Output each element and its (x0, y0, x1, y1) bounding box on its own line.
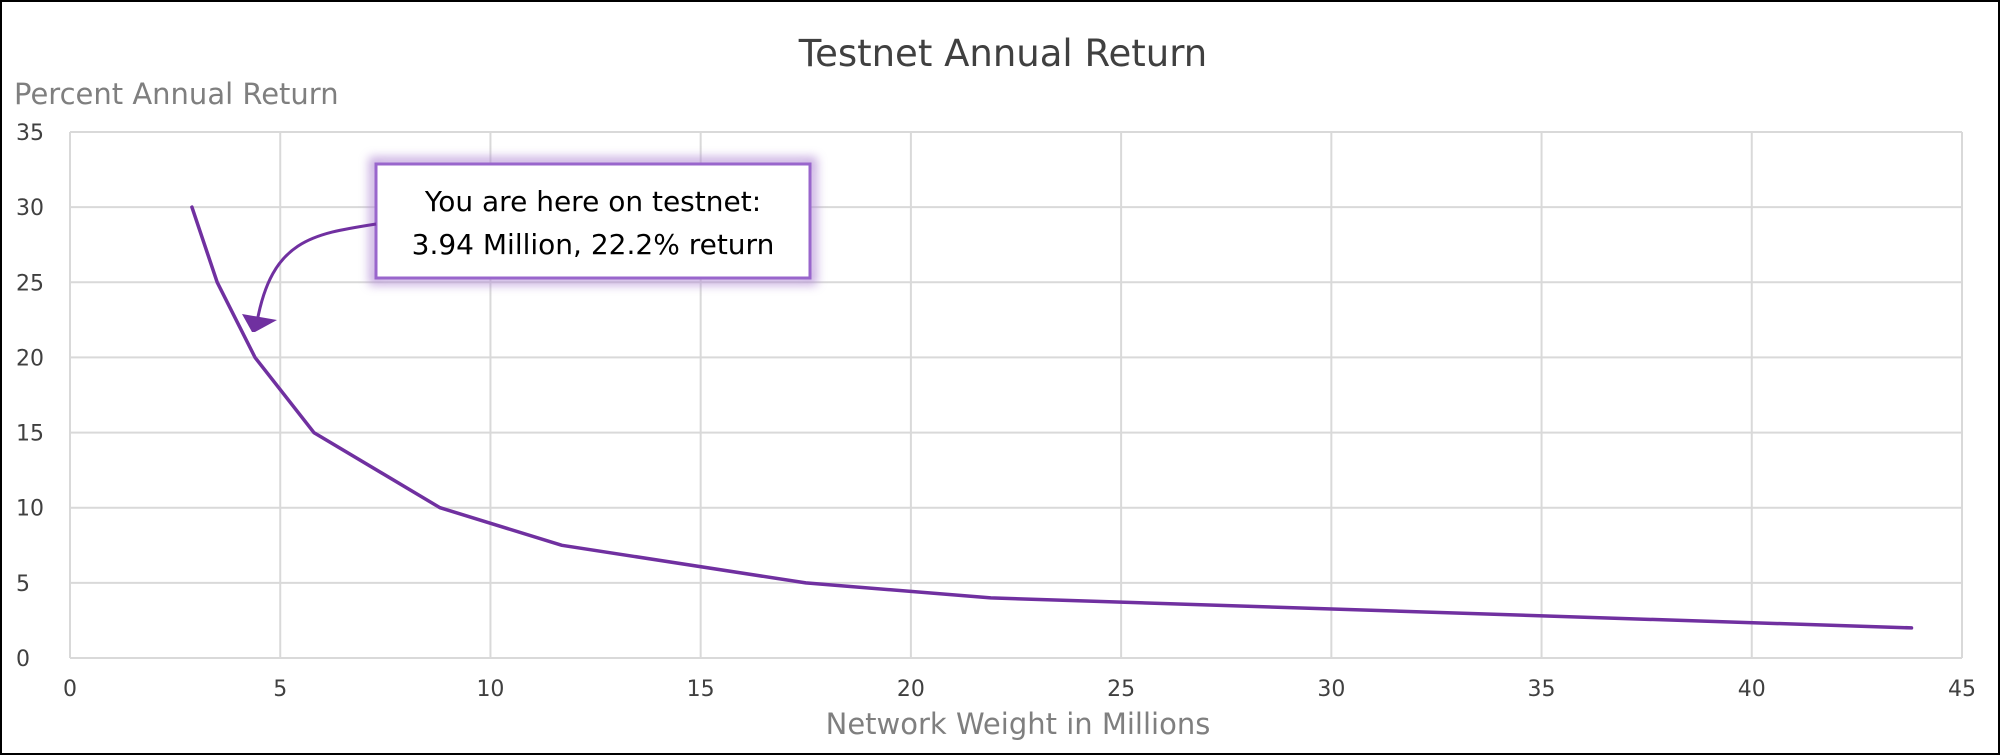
gridlines (69, 131, 1963, 659)
x-tick-label: 0 (63, 677, 77, 702)
y-tick-label: 10 (16, 497, 44, 522)
y-tick-label: 35 (16, 121, 44, 146)
callout-arrow (255, 222, 377, 323)
callout-line-1: You are here on testnet: (424, 185, 761, 218)
y-tick-label: 30 (16, 196, 44, 221)
x-axis-label: Network Weight in Millions (826, 707, 1211, 741)
y-tick-labels: 0 5 10 15 20 25 30 35 (16, 121, 44, 672)
x-tick-label: 20 (897, 677, 925, 702)
x-tick-label: 45 (1948, 677, 1976, 702)
x-tick-label: 40 (1738, 677, 1766, 702)
callout-box (374, 162, 812, 280)
x-tick-label: 15 (687, 677, 715, 702)
x-tick-label: 35 (1528, 677, 1556, 702)
y-tick-label: 25 (16, 271, 44, 296)
x-tick-label: 30 (1317, 677, 1345, 702)
callout-annotation: You are here on testnet: 3.94 Million, 2… (242, 157, 817, 332)
x-tick-label: 5 (273, 677, 287, 702)
x-tick-label: 25 (1107, 677, 1135, 702)
y-axis-label: Percent Annual Return (14, 77, 339, 111)
callout-line-2: 3.94 Million, 22.2% return (412, 228, 775, 261)
y-tick-label: 0 (16, 647, 30, 672)
callout-glow (369, 157, 817, 285)
x-tick-label: 10 (476, 677, 504, 702)
series-line-0 (190, 205, 1914, 630)
x-tick-labels: 0 5 10 15 20 25 30 35 40 45 (63, 677, 1976, 702)
series-layer (190, 205, 1914, 630)
y-tick-label: 5 (16, 572, 30, 597)
y-tick-label: 20 (16, 346, 44, 371)
y-tick-label: 15 (16, 422, 44, 447)
callout-arrowhead-icon (242, 314, 277, 332)
chart-title: Testnet Annual Return (798, 32, 1208, 75)
